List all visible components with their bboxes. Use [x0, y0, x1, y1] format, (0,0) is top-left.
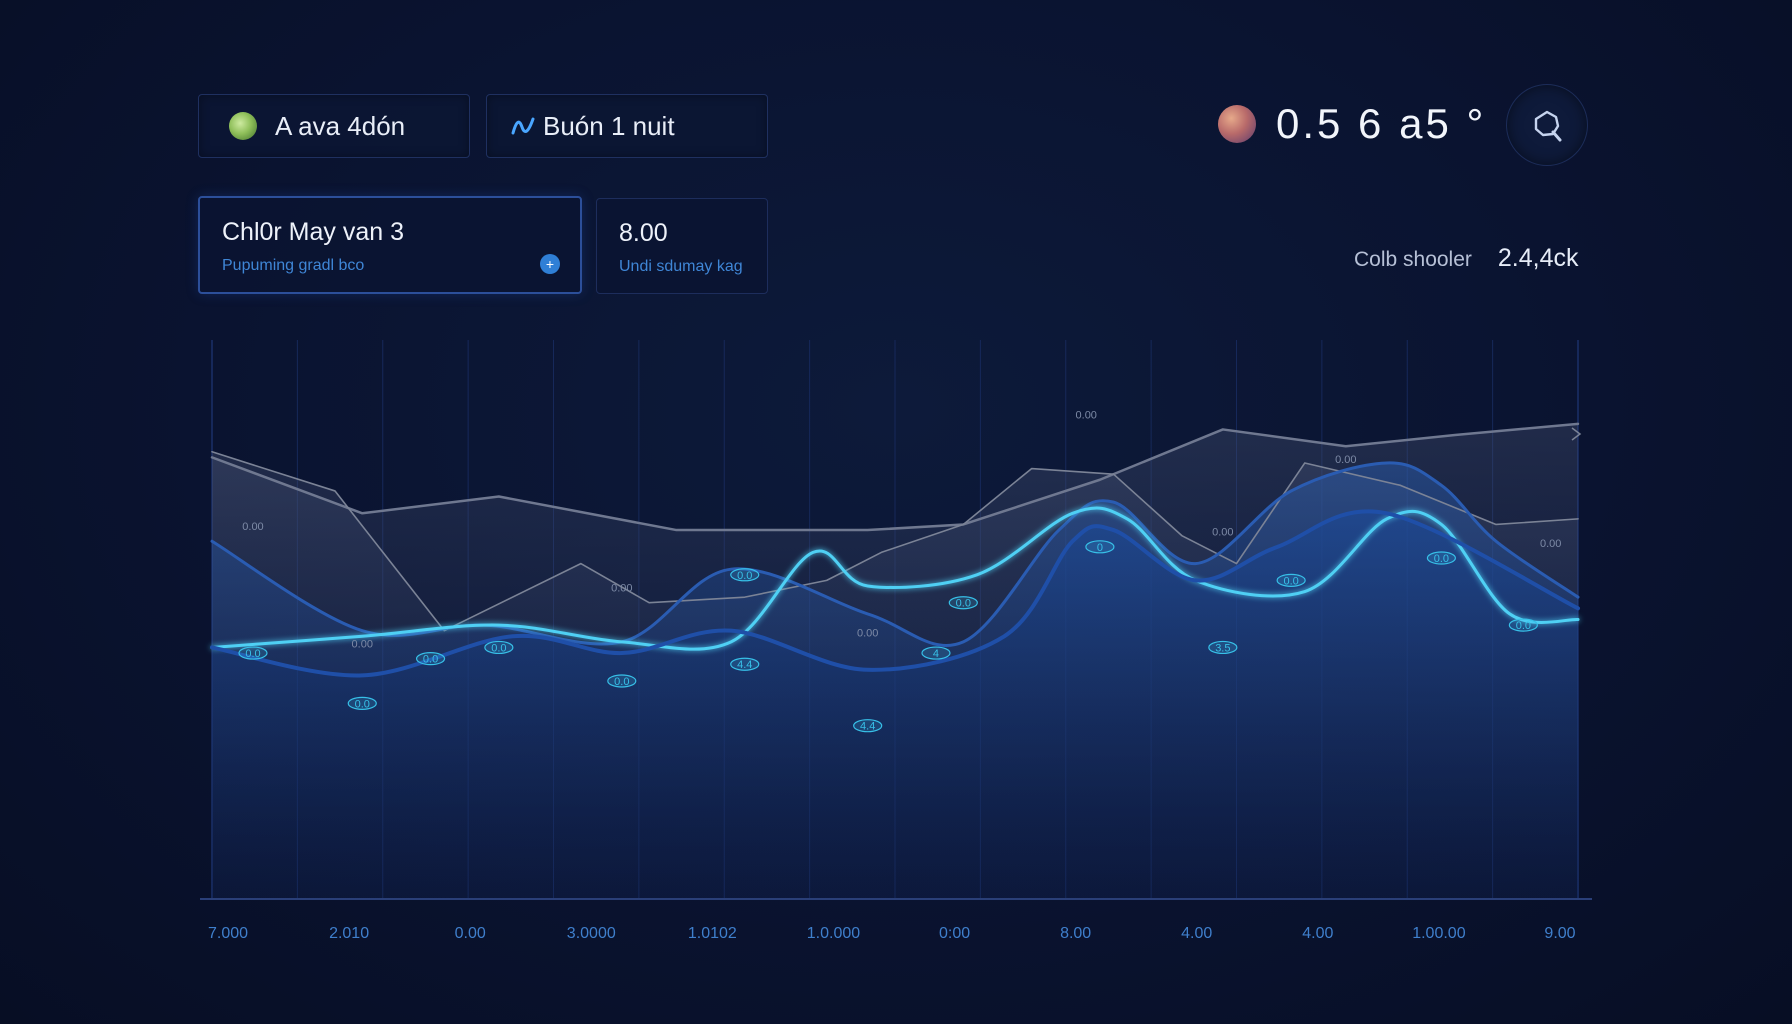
data-marker: 4 — [921, 646, 951, 660]
marker-label: 0.0 — [1516, 620, 1531, 632]
marker-label: 4.4 — [737, 659, 752, 671]
x-tick-label: 1.00.00 — [1412, 925, 1465, 942]
point-label: 0.00 — [1540, 538, 1561, 550]
marker-dot — [1276, 573, 1306, 587]
value-readout: 0.5 6 a5 ° — [1218, 100, 1486, 148]
data-marker: 0.0 — [238, 646, 268, 660]
info-dot-icon[interactable]: + — [540, 254, 560, 274]
side-stat-label: Colb shooler — [1354, 248, 1472, 271]
x-axis-ticks: 7.000 2.010 0.00 3.0000 1.0102 1.0.000 0:00 8.0… — [208, 925, 1576, 942]
search-icon — [1534, 110, 1562, 142]
point-label: 0.00 — [611, 583, 632, 595]
chart-areas — [212, 423, 1578, 899]
marker-dot — [484, 640, 514, 655]
x-tick-label: 4.00 — [1302, 925, 1333, 942]
marker-label: 4 — [933, 648, 939, 660]
marker-label: 3.5 — [1215, 642, 1230, 654]
data-marker: 0.0 — [1276, 573, 1306, 587]
marker-dot — [238, 646, 268, 660]
marker-label: 0.0 — [423, 654, 438, 666]
data-marker: 3.5 — [1208, 640, 1238, 655]
marker-dot — [948, 596, 978, 610]
data-marker: 0 — [1085, 540, 1115, 554]
marker-label: 0.0 — [491, 642, 506, 654]
side-stat: Colb shooler 2.4,4ck — [1354, 244, 1579, 273]
data-marker: 0.0 — [484, 640, 514, 655]
marker-dot — [730, 657, 760, 671]
series-line-blue-lower — [210, 509, 1580, 678]
chart-markers: 0.00.00.00.00.04.40.04.440.003.50.00.00.… — [238, 540, 1538, 733]
marker-dot — [1208, 640, 1238, 655]
x-tick-label: 1.0.000 — [807, 925, 860, 942]
marker-label: 0.0 — [956, 598, 971, 610]
point-label: 0.00 — [352, 638, 373, 650]
marker-label: 0.0 — [614, 676, 629, 688]
marker-label: 0.0 — [355, 698, 370, 710]
point-label: 0.00 — [857, 627, 878, 639]
legend-chip-2[interactable]: Buón 1 nuit — [486, 94, 768, 158]
primary-stat-card[interactable]: Chl0r May van 3 Pupuming gradl bco + — [198, 196, 582, 294]
marker-label: 0.0 — [1434, 553, 1449, 565]
point-label: 0.00 — [1335, 454, 1356, 466]
marker-dot — [1508, 618, 1538, 632]
search-button[interactable] — [1506, 84, 1588, 166]
legend-chip-1[interactable]: A ava 4dón — [198, 94, 470, 158]
readout-value: 0.5 6 a5 ° — [1276, 100, 1487, 147]
data-marker: 4.4 — [853, 719, 883, 733]
x-tick-label: 1.0102 — [688, 925, 737, 942]
marker-dot — [347, 696, 377, 710]
primary-card-subtitle: Pupuming gradl bco — [222, 257, 365, 274]
x-tick-label: 8.00 — [1060, 925, 1091, 942]
marker-dot — [607, 674, 637, 688]
side-stat-value: 2.4,4ck — [1497, 244, 1579, 272]
series-line-gray-mid — [211, 451, 1579, 632]
x-tick-label: 9.00 — [1544, 925, 1575, 942]
data-marker: 0.0 — [1426, 551, 1457, 565]
data-marker: 0.0 — [730, 568, 760, 582]
marker-dot — [415, 652, 446, 666]
marker-dot — [921, 646, 951, 660]
x-tick-label: 7.000 — [208, 925, 248, 942]
marker-dot — [1085, 540, 1115, 554]
data-marker: 0.0 — [415, 652, 446, 666]
series-area-blue-lower — [212, 511, 1578, 899]
marker-label: 0.0 — [245, 648, 260, 660]
point-label: 0.00 — [242, 521, 263, 533]
x-tick-label: 2.010 — [329, 925, 369, 942]
planet-icon — [1218, 105, 1256, 143]
marker-dot — [1426, 551, 1457, 565]
legend-chip-1-label: A ava 4dón — [275, 110, 406, 141]
data-marker: 0.0 — [347, 696, 377, 710]
green-orb-icon — [229, 112, 257, 140]
data-marker: 0.0 — [607, 674, 637, 688]
secondary-card-subtitle: Undi sdumay kag — [619, 258, 743, 275]
chart-lines — [210, 422, 1580, 678]
data-marker: 0.0 — [1508, 618, 1538, 632]
legend-chip-2-label: Buón 1 nuit — [543, 110, 675, 141]
marker-label: 0.0 — [737, 570, 752, 582]
marker-label: 4.4 — [860, 721, 875, 733]
marker-dot — [730, 568, 760, 582]
wave-icon — [511, 117, 535, 135]
secondary-card-title: 8.00 — [619, 219, 668, 247]
x-tick-label: 0:00 — [939, 925, 970, 942]
data-marker: 0.0 — [948, 596, 978, 610]
data-marker: 4.4 — [730, 657, 760, 671]
x-tick-label: 4.00 — [1181, 925, 1212, 942]
chart-point-labels: 0.000.000.000.000.000.000.000.00 — [242, 409, 1561, 650]
series-end-arrow-icon — [1571, 427, 1582, 441]
x-tick-label: 0.00 — [455, 925, 486, 942]
primary-card-title: Chl0r May van 3 — [222, 218, 405, 246]
point-label: 0.00 — [1076, 409, 1097, 421]
marker-label: 0.0 — [1283, 575, 1298, 587]
point-label: 0.00 — [1212, 527, 1233, 539]
marker-label: 0 — [1097, 542, 1103, 554]
marker-dot — [853, 719, 883, 733]
x-tick-label: 3.0000 — [567, 925, 616, 942]
secondary-stat-card[interactable]: 8.00 Undi sdumay kag — [596, 198, 768, 294]
